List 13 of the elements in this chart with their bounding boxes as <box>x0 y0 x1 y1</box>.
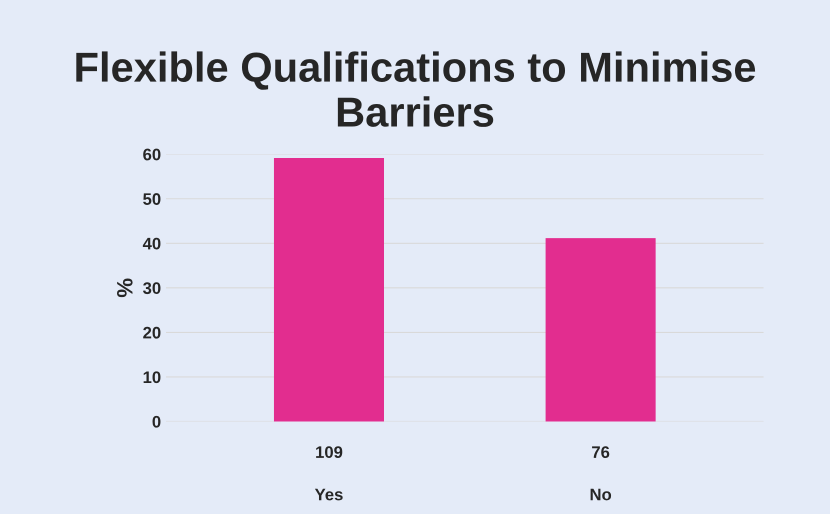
text: 76 <box>592 446 610 458</box>
y-tick-label: 20 <box>143 326 160 339</box>
text: 109 <box>316 446 342 458</box>
y-tick-label: 30 <box>142 282 160 294</box>
y-axis-title: % <box>116 278 133 298</box>
y-tick-label: 40 <box>142 238 160 250</box>
y-tick-label: 0 <box>152 416 160 428</box>
y-tick-label: 50 <box>143 193 160 205</box>
chart-title: Flexible Qualifications to Minimise Barriers <box>76 51 756 127</box>
y-tick-label: 60 <box>143 148 160 160</box>
x-tick-label: Yes <box>314 488 343 500</box>
y-tick-label: 10 <box>144 371 160 384</box>
x-tick-label: No <box>590 488 612 500</box>
